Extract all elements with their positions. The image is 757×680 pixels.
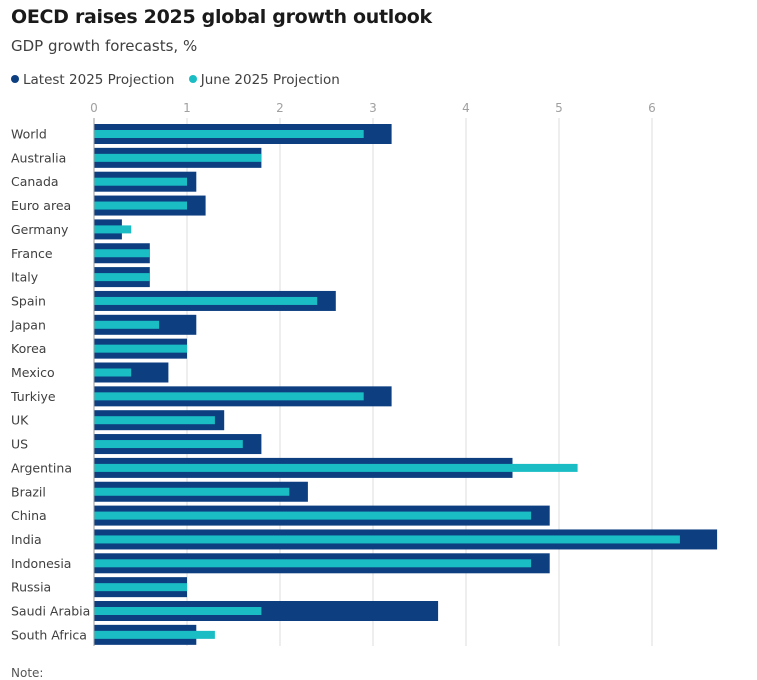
bar-june-italy bbox=[94, 273, 150, 282]
x-tick-label-3: 3 bbox=[369, 101, 377, 115]
category-label-china: China bbox=[11, 508, 47, 523]
bar-latest-saudi-arabia bbox=[94, 601, 439, 621]
bar-june-spain bbox=[94, 296, 318, 305]
bar-june-russia bbox=[94, 583, 187, 592]
bar-june-germany bbox=[94, 225, 132, 234]
category-label-italy: Italy bbox=[11, 270, 39, 285]
category-label-saudi-arabia: Saudi Arabia bbox=[11, 604, 90, 619]
x-tick-label-1: 1 bbox=[183, 101, 191, 115]
bar-june-argentina bbox=[94, 463, 578, 472]
category-label-brazil: Brazil bbox=[11, 484, 46, 499]
bar-june-korea bbox=[94, 344, 187, 353]
bar-june-turkiye bbox=[94, 392, 364, 401]
bar-june-mexico bbox=[94, 368, 132, 377]
category-label-us: US bbox=[11, 437, 28, 452]
category-label-france: France bbox=[11, 246, 53, 261]
category-label-argentina: Argentina bbox=[11, 460, 72, 475]
x-tick-label-2: 2 bbox=[276, 101, 284, 115]
category-label-mexico: Mexico bbox=[11, 365, 55, 380]
category-label-uk: UK bbox=[11, 413, 29, 428]
category-label-india: India bbox=[11, 532, 42, 547]
bar-june-brazil bbox=[94, 487, 290, 496]
bar-june-world bbox=[94, 130, 364, 138]
category-label-world: World bbox=[11, 127, 47, 142]
category-label-canada: Canada bbox=[11, 174, 59, 189]
bar-june-euro-area bbox=[94, 201, 187, 210]
x-tick-label-6: 6 bbox=[648, 101, 656, 115]
category-label-russia: Russia bbox=[11, 580, 51, 595]
bar-chart: 0 1 2 3 4 5 6 World Australia Canada Euro area Germ… bbox=[10, 101, 718, 646]
bar-june-uk bbox=[94, 416, 215, 425]
bar-june-india bbox=[94, 535, 680, 544]
legend-dot-june bbox=[188, 75, 197, 83]
bar-june-france bbox=[94, 249, 150, 258]
bar-june-indonesia bbox=[94, 559, 532, 568]
category-label-korea: Korea bbox=[11, 341, 46, 356]
category-label-japan: Japan bbox=[10, 317, 46, 332]
category-label-spain: Spain bbox=[11, 293, 46, 308]
legend-item-june: June 2025 Projection bbox=[188, 72, 340, 88]
chart-title: OECD raises 2025 global growth outlook bbox=[11, 6, 432, 28]
legend-item-latest: Latest 2025 Projection bbox=[11, 72, 174, 88]
bar-june-us bbox=[94, 440, 243, 449]
legend-label-june: June 2025 Projection bbox=[200, 72, 340, 88]
legend-label-latest: Latest 2025 Projection bbox=[23, 72, 175, 88]
legend-dot-latest bbox=[11, 75, 19, 83]
chart-subtitle: GDP growth forecasts, % bbox=[11, 37, 198, 55]
bar-june-south-africa bbox=[94, 630, 215, 639]
bar-june-australia bbox=[94, 153, 262, 162]
legend: Latest 2025 Projection June 2025 Project… bbox=[11, 72, 350, 88]
bar-june-canada bbox=[94, 177, 187, 186]
bar-june-saudi-arabia bbox=[94, 607, 262, 615]
category-label-australia: Australia bbox=[11, 150, 66, 165]
bar-june-japan bbox=[94, 320, 160, 329]
x-tick-label-4: 4 bbox=[462, 101, 470, 115]
category-label-indonesia: Indonesia bbox=[11, 556, 71, 571]
x-tick-label-5: 5 bbox=[555, 101, 563, 115]
chart-note: Note: bbox=[11, 666, 44, 680]
category-label-south-africa: South Africa bbox=[11, 627, 87, 642]
x-tick-label-0: 0 bbox=[90, 101, 98, 115]
category-label-turkiye: Turkiye bbox=[10, 389, 56, 404]
bar-june-china bbox=[94, 511, 532, 520]
category-label-euro-area: Euro area bbox=[11, 198, 71, 213]
category-label-germany: Germany bbox=[11, 222, 69, 237]
